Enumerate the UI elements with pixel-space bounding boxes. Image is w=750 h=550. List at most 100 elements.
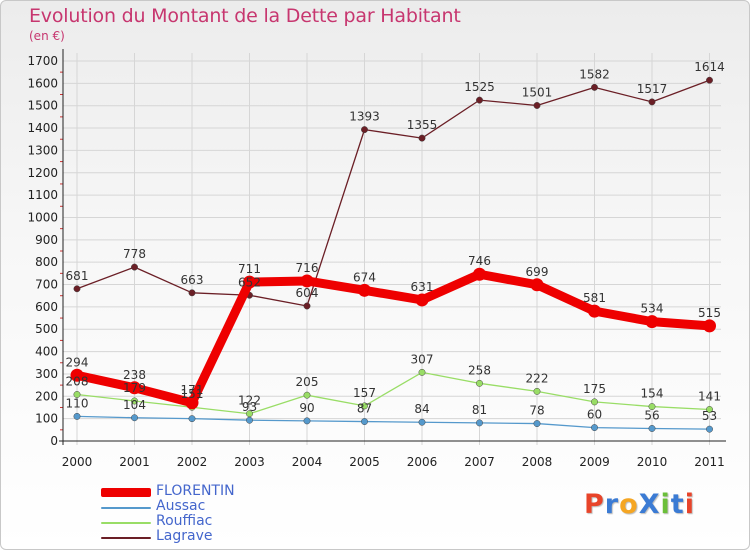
y-tick-label: 600 [35, 300, 58, 314]
y-tick-label: 800 [35, 255, 58, 269]
data-label-rouffiac: 222 [526, 371, 549, 385]
data-point-lagrave [418, 134, 426, 142]
data-point-aussac [476, 419, 483, 427]
legend-swatch [101, 507, 151, 509]
y-tick-label: 0 [50, 434, 58, 448]
data-point-florentin [645, 315, 659, 329]
data-label-florentin: 711 [238, 262, 261, 276]
data-point-aussac [418, 418, 426, 426]
data-label-rouffiac: 307 [411, 352, 434, 366]
data-point-florentin [128, 381, 141, 395]
data-label-florentin: 699 [526, 265, 549, 279]
y-tick-label: 1200 [27, 166, 58, 180]
data-point-florentin [703, 319, 716, 333]
y-tick-label: 400 [35, 345, 58, 359]
logo-letter: t [670, 489, 685, 520]
data-label-florentin: 171 [181, 383, 204, 397]
data-label-aussac: 90 [299, 401, 314, 415]
data-label-rouffiac: 208 [66, 375, 89, 389]
data-label-lagrave: 1582 [579, 67, 610, 81]
chart-subtitle: (en €) [29, 29, 65, 43]
y-tick-label: 1600 [27, 76, 58, 90]
x-tick-label: 2006 [407, 455, 438, 469]
data-point-aussac [591, 424, 598, 432]
y-tick-label: 700 [35, 278, 58, 292]
logo-letter: o [619, 489, 639, 520]
data-point-lagrave [188, 289, 196, 297]
data-label-florentin: 746 [468, 254, 491, 268]
data-label-aussac: 81 [472, 403, 487, 417]
series-lines [70, 76, 716, 433]
data-label-rouffiac: 122 [238, 394, 261, 408]
x-tick-label: 2010 [637, 455, 668, 469]
legend-swatch [101, 522, 151, 524]
data-point-rouffiac [73, 391, 81, 398]
y-tick-label: 900 [35, 233, 58, 247]
data-label-aussac: 104 [123, 398, 146, 412]
data-point-lagrave [706, 76, 713, 84]
data-point-aussac [533, 420, 541, 428]
data-label-florentin: 581 [583, 291, 606, 305]
y-tick-label: 100 [35, 412, 58, 426]
data-point-rouffiac [533, 387, 541, 395]
x-tick-label: 2011 [694, 455, 725, 469]
data-point-rouffiac [131, 397, 138, 405]
data-point-florentin [588, 304, 601, 318]
x-tick-label: 2008 [522, 455, 553, 469]
data-point-aussac [73, 412, 81, 420]
data-point-rouffiac [303, 391, 311, 399]
data-point-lagrave [591, 83, 598, 91]
data-label-rouffiac: 141 [698, 389, 721, 403]
y-tick-label: 200 [35, 389, 58, 403]
y-tick-label: 1100 [27, 188, 58, 202]
data-point-florentin [185, 396, 199, 410]
data-label-rouffiac: 175 [583, 382, 606, 396]
data-point-aussac [648, 425, 656, 432]
data-point-rouffiac [418, 368, 426, 376]
y-tick-label: 1300 [27, 143, 58, 157]
data-label-rouffiac: 258 [468, 363, 491, 377]
series-line-lagrave [76, 79, 711, 307]
data-label-lagrave: 1517 [637, 82, 668, 96]
data-label-florentin: 631 [411, 280, 434, 294]
x-tick-label: 2001 [119, 455, 150, 469]
data-point-lagrave [476, 96, 483, 104]
y-tick-label: 1500 [27, 99, 58, 113]
data-label-aussac: 110 [66, 396, 89, 410]
data-point-rouffiac [361, 402, 368, 410]
data-label-aussac: 60 [587, 408, 602, 422]
series-line-aussac [76, 415, 711, 430]
data-point-lagrave [131, 263, 138, 271]
data-point-lagrave [73, 285, 81, 293]
data-point-aussac [303, 417, 311, 425]
data-point-florentin [473, 267, 486, 281]
data-label-florentin: 716 [296, 261, 319, 275]
y-tick-label: 1700 [27, 54, 58, 68]
data-label-aussac: 93 [242, 400, 257, 414]
data-label-aussac: 87 [357, 402, 372, 416]
data-point-rouffiac [706, 406, 713, 413]
data-label-lagrave: 681 [66, 269, 89, 283]
tick-labels: 0 100 200 300 400 500 600 700 800 900 1000 1100 1200… [27, 54, 724, 469]
data-label-florentin: 515 [698, 306, 721, 320]
data-point-lagrave [533, 102, 541, 109]
data-label-lagrave: 652 [238, 275, 261, 289]
data-point-lagrave [303, 302, 311, 310]
data-point-aussac [131, 414, 138, 422]
legend-swatch [101, 488, 151, 497]
data-point-aussac [706, 425, 713, 433]
data-point-florentin [243, 275, 256, 289]
data-label-lagrave: 1355 [407, 118, 438, 132]
data-label-rouffiac: 151 [181, 387, 204, 401]
data-point-rouffiac [476, 379, 483, 387]
data-point-florentin [415, 293, 429, 307]
data-point-florentin [300, 274, 314, 288]
x-tick-label: 2009 [579, 455, 610, 469]
logo-letter: r [604, 489, 620, 520]
data-point-aussac [246, 416, 253, 424]
y-tick-label: 1400 [27, 121, 58, 135]
data-point-rouffiac [648, 403, 656, 411]
